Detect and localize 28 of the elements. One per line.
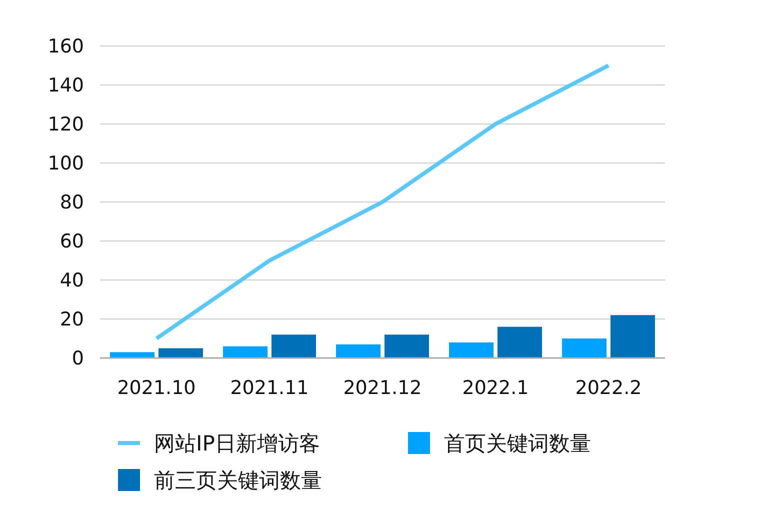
bar — [562, 338, 606, 358]
x-tick-label: 2021.12 — [343, 377, 422, 399]
x-tick-label: 2022.2 — [575, 377, 642, 399]
y-tick-label: 80 — [60, 192, 84, 214]
bar — [110, 352, 154, 358]
bar — [272, 334, 316, 358]
x-tick-label: 2021.11 — [230, 377, 309, 399]
y-tick-label: 0 — [72, 348, 84, 370]
y-tick-label: 120 — [48, 114, 84, 136]
line-series — [154, 64, 610, 340]
bar — [158, 348, 203, 358]
bar — [449, 342, 494, 358]
legend-label: 首页关键词数量 — [444, 431, 591, 456]
x-tick-label: 2021.10 — [117, 377, 196, 399]
y-tick-label: 40 — [60, 270, 84, 292]
y-tick-label: 20 — [60, 308, 84, 331]
bar — [223, 346, 268, 358]
legend-label: 网站IP日新增访客 — [154, 431, 320, 456]
y-tick-label: 100 — [48, 152, 84, 175]
x-tick-label: 2022.1 — [462, 377, 529, 399]
legend-label: 前三页关键词数量 — [154, 468, 322, 492]
bar — [498, 326, 542, 358]
bar — [336, 344, 380, 358]
y-tick-label: 140 — [48, 74, 84, 97]
y-tick-label: 160 — [48, 36, 84, 58]
bar — [384, 334, 429, 358]
bar — [610, 315, 655, 358]
y-tick-label: 60 — [60, 230, 84, 253]
